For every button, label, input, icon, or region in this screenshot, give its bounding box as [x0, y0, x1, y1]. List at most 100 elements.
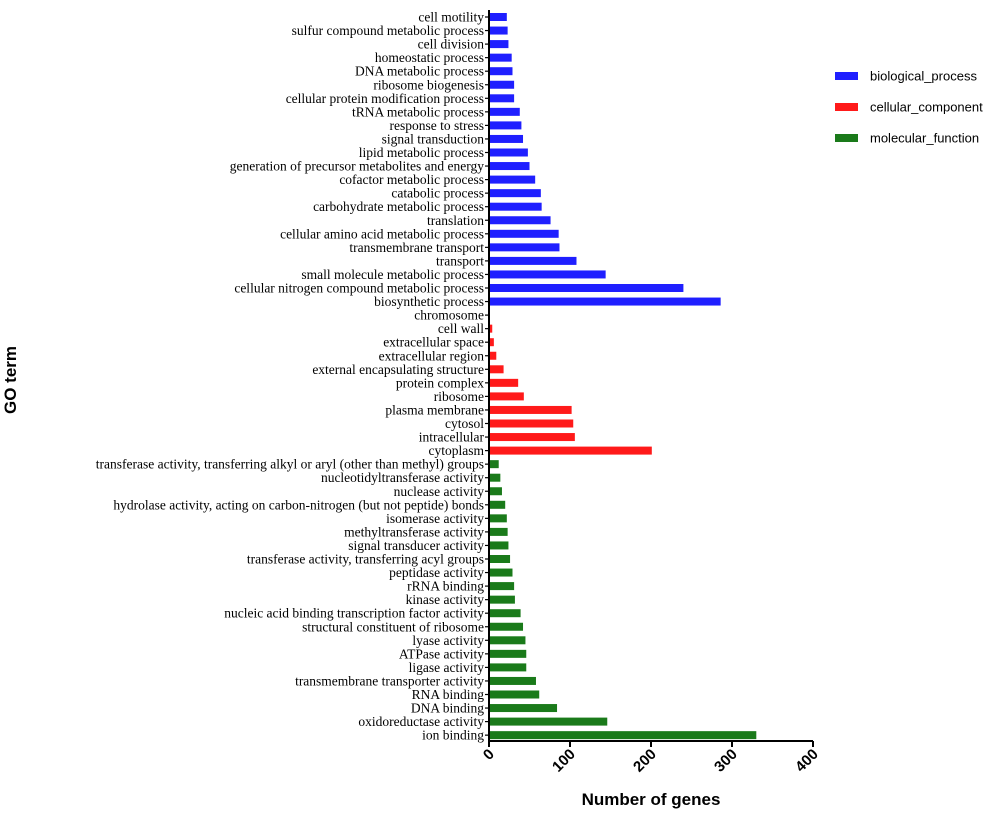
bar-biological_process-4	[489, 67, 513, 76]
category-label: kinase activity	[406, 592, 485, 607]
category-label: transmembrane transport	[349, 240, 484, 255]
category-label: nucleotidyltransferase activity	[321, 470, 484, 485]
category-label: transport	[436, 253, 484, 268]
bar-biological_process-0	[489, 13, 507, 21]
category-label: structural constituent of ribosome	[302, 619, 484, 634]
bar-biological_process-6	[489, 94, 515, 103]
category-label: cell motility	[418, 10, 484, 25]
bar-biological_process-5	[489, 80, 515, 89]
bar-biological_process-9	[489, 134, 524, 143]
bar-biological_process-19	[489, 270, 606, 279]
bar-molecular_function-14	[489, 649, 527, 658]
category-label: ATPase activity	[399, 646, 484, 661]
legend-label-cellular_component: cellular_component	[870, 100, 983, 115]
category-label: carbohydrate metabolic process	[313, 199, 484, 214]
bar-molecular_function-20	[489, 731, 757, 740]
category-label: cytoplasm	[429, 443, 485, 458]
bar-biological_process-1	[489, 26, 508, 35]
legend-swatch-cellular_component	[835, 103, 858, 111]
category-label: cofactor metabolic process	[339, 172, 484, 187]
x-tick-label: 300	[711, 746, 741, 776]
legend-swatch-biological_process	[835, 72, 858, 80]
bar-biological_process-10	[489, 148, 528, 157]
bar-molecular_function-16	[489, 676, 536, 685]
bar-cellular_component-3	[489, 351, 497, 360]
category-label: intracellular	[419, 430, 485, 445]
category-label: external encapsulating structure	[312, 362, 484, 377]
bar-molecular_function-5	[489, 527, 508, 536]
category-label: generation of precursor metabolites and …	[230, 159, 485, 174]
bar-biological_process-14	[489, 202, 542, 211]
category-label: chromosome	[414, 308, 484, 323]
category-label: signal transduction	[382, 131, 485, 146]
category-label: cell wall	[438, 321, 484, 336]
bar-biological_process-11	[489, 162, 530, 171]
bar-biological_process-13	[489, 189, 541, 198]
bar-cellular_component-6	[489, 392, 524, 401]
x-tick-label: 400	[792, 746, 822, 776]
category-label: extracellular space	[383, 335, 484, 350]
category-label: cellular amino acid metabolic process	[280, 226, 484, 241]
category-label: cell division	[418, 37, 485, 52]
bar-molecular_function-0	[489, 460, 499, 469]
bar-biological_process-17	[489, 243, 560, 252]
legend-label-molecular_function: molecular_function	[870, 131, 979, 146]
bar-molecular_function-1	[489, 473, 501, 482]
category-label: ligase activity	[409, 660, 485, 675]
category-label: methyltransferase activity	[344, 524, 484, 539]
bar-biological_process-7	[489, 107, 520, 116]
bars-layer	[489, 13, 757, 740]
bar-cellular_component-1	[489, 324, 493, 333]
bar-molecular_function-7	[489, 555, 511, 563]
bar-molecular_function-2	[489, 487, 502, 496]
bar-molecular_function-11	[489, 609, 521, 618]
category-label: oxidoreductase activity	[358, 714, 484, 729]
category-label: cellular nitrogen compound metabolic pro…	[234, 281, 484, 296]
category-label: RNA binding	[412, 687, 485, 702]
axes-layer: 0 100 200 300 400	[480, 10, 822, 776]
category-label: catabolic process	[391, 186, 484, 201]
category-label: rRNA binding	[407, 579, 484, 594]
bar-biological_process-12	[489, 175, 536, 184]
category-label: transferase activity, transferring alkyl…	[96, 457, 484, 472]
category-label: protein complex	[396, 375, 484, 390]
bar-cellular_component-7	[489, 405, 572, 414]
category-label: DNA binding	[411, 701, 484, 716]
category-label: transferase activity, transferring acyl …	[247, 552, 484, 567]
bar-biological_process-18	[489, 256, 577, 265]
bar-cellular_component-10	[489, 446, 652, 455]
x-tick-label: 100	[549, 746, 579, 776]
category-label: biosynthetic process	[374, 294, 484, 309]
category-label: response to stress	[390, 118, 485, 133]
category-label: cellular protein modification process	[286, 91, 484, 106]
category-label: nucleic acid binding transcription facto…	[224, 606, 484, 621]
bar-molecular_function-9	[489, 582, 515, 591]
category-label: ion binding	[422, 728, 484, 743]
category-label: small molecule metabolic process	[301, 267, 484, 282]
bar-cellular_component-4	[489, 365, 504, 374]
category-label: ribosome biogenesis	[373, 77, 484, 92]
legend-swatch-molecular_function	[835, 134, 858, 142]
category-label: tRNA metabolic process	[352, 104, 484, 119]
x-tick-label: 200	[630, 746, 660, 776]
category-label: translation	[427, 213, 484, 228]
bar-molecular_function-17	[489, 690, 540, 699]
y-axis-title: GO term	[1, 346, 20, 414]
bar-biological_process-20	[489, 284, 684, 292]
bar-molecular_function-19	[489, 717, 608, 726]
category-label: sulfur compound metabolic process	[292, 23, 484, 38]
bar-biological_process-16	[489, 229, 559, 238]
category-label: hydrolase activity, acting on carbon-nit…	[113, 497, 484, 512]
category-label: isomerase activity	[386, 511, 484, 526]
category-label: ribosome	[434, 389, 484, 404]
category-label: nuclease activity	[394, 484, 485, 499]
bar-cellular_component-2	[489, 338, 494, 347]
bar-biological_process-2	[489, 40, 509, 49]
bar-molecular_function-18	[489, 704, 558, 713]
bar-molecular_function-6	[489, 541, 509, 550]
bar-molecular_function-12	[489, 622, 524, 631]
x-tick-label: 0	[480, 746, 498, 764]
category-label: lipid metabolic process	[359, 145, 484, 160]
